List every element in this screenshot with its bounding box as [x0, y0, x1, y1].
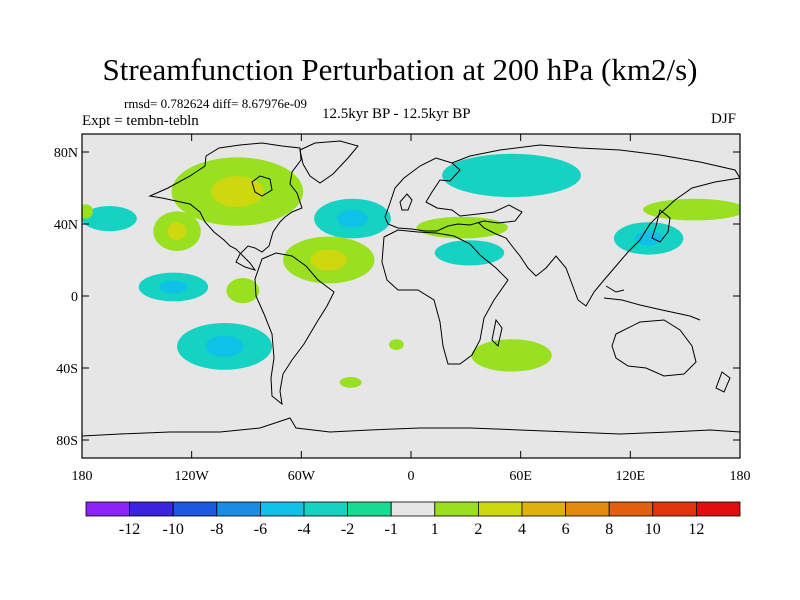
- colorbar-swatch: [216, 501, 261, 517]
- coast-hudson: [251, 175, 273, 197]
- anomaly-core-east-asia: [634, 231, 663, 246]
- anomaly-core-north-atlantic: [337, 209, 368, 228]
- coast-uk: [399, 193, 413, 211]
- coast-europe: [384, 157, 523, 232]
- colorbar-swatch: [434, 501, 479, 517]
- stats-text: rmsd= 0.782624 diff= 8.67976e-09: [124, 96, 308, 111]
- colorbar-label: -4: [297, 521, 310, 538]
- colorbar-swatch: [129, 501, 174, 517]
- coast-africa: [381, 229, 509, 365]
- colorbar-label: 1: [431, 521, 439, 538]
- lat-label: 80N: [54, 146, 78, 161]
- colorbar-swatch: [390, 501, 436, 517]
- colorbar-swatch: [85, 501, 130, 517]
- coast-antarctica: [82, 417, 740, 437]
- anomaly-core-south-pacific: [205, 335, 244, 357]
- colorbar-label: 6: [562, 521, 570, 538]
- map-axes: 80N 40N 0 40S 80S 180 120W 60W 0 60E 120E 180: [54, 134, 751, 484]
- coast-australia: [611, 319, 697, 377]
- colorbar-swatch: [521, 501, 566, 517]
- colorbar-label: 4: [518, 521, 526, 538]
- colorbar-label: 8: [605, 521, 613, 538]
- lon-label: 120E: [616, 469, 646, 484]
- anomaly-south-atlantic-small: [389, 339, 404, 350]
- coast-japan: [651, 209, 671, 243]
- lon-label: 60E: [509, 469, 532, 484]
- anomaly-northeast-pacific: [82, 206, 137, 232]
- anomaly-north-pacific-west: [643, 198, 740, 221]
- colorbar-swatch: [608, 501, 654, 517]
- chart-title: Streamfunction Perturbation at 200 hPa (…: [102, 52, 698, 87]
- anomaly-west-europe-edge: [82, 204, 93, 219]
- coast-greenland: [299, 140, 359, 184]
- colorbar-swatch: [347, 501, 392, 517]
- anomaly-core-eastern-pacific-equator: [159, 280, 188, 294]
- coast-new-zealand: [715, 371, 731, 393]
- anomaly-siberia: [442, 153, 581, 197]
- anomaly-core-north-america: [211, 176, 264, 207]
- colorbar-swatch: [696, 501, 741, 517]
- anomaly-tropical-atlantic-east: [226, 278, 260, 304]
- lat-label: 40S: [56, 362, 78, 377]
- experiment-label: Expt = tembn-tebln: [82, 113, 199, 129]
- coast-indonesia: [603, 285, 701, 321]
- lat-label: 0: [71, 290, 78, 305]
- colorbar-swatch: [303, 501, 348, 517]
- colorbar-label: -6: [254, 521, 267, 538]
- colorbar: -12 -10 -8 -6 -4 -2 -1 1 2 4 6 8 10 12: [85, 501, 741, 538]
- colorbar-label: -8: [210, 521, 223, 538]
- colorbar-label: 2: [474, 521, 482, 538]
- coast-asia: [451, 144, 740, 307]
- lat-label: 80S: [56, 434, 78, 449]
- lon-label: 180: [72, 469, 93, 484]
- season-label: DJF: [711, 111, 737, 127]
- colorbar-swatch: [565, 501, 610, 517]
- coastlines: [82, 140, 740, 437]
- lon-label: 60W: [288, 469, 316, 484]
- coast-south-america: [254, 252, 335, 406]
- lon-label: 180: [730, 469, 751, 484]
- period-label: 12.5kyr BP - 12.5kyr BP: [322, 106, 471, 122]
- coast-madagascar: [491, 318, 503, 347]
- anomaly-southern-africa: [471, 339, 552, 372]
- coast-north-america: [148, 142, 303, 271]
- colorbar-swatch: [652, 501, 697, 517]
- anomaly-core-eastern-pacific-north: [167, 222, 187, 241]
- lon-label: 0: [408, 469, 415, 484]
- lon-label: 120W: [175, 469, 210, 484]
- anomaly-south-atlantic-south: [339, 377, 362, 388]
- colorbar-swatch: [477, 501, 523, 517]
- colorbar-label: 12: [688, 521, 704, 538]
- colorbar-label: 10: [645, 521, 661, 538]
- colorbar-label: -1: [385, 521, 398, 538]
- colorbar-label: -12: [119, 521, 140, 538]
- lat-label: 40N: [54, 218, 78, 233]
- anomaly-mediterranean: [416, 216, 508, 239]
- colorbar-label: -2: [341, 521, 354, 538]
- anomaly-north-africa: [434, 240, 505, 266]
- colorbar-label: -10: [163, 521, 184, 538]
- colorbar-swatch: [259, 501, 305, 517]
- anomaly-layer: [82, 153, 740, 388]
- anomaly-core-central-atlantic: [310, 249, 348, 271]
- colorbar-swatch: [172, 501, 218, 517]
